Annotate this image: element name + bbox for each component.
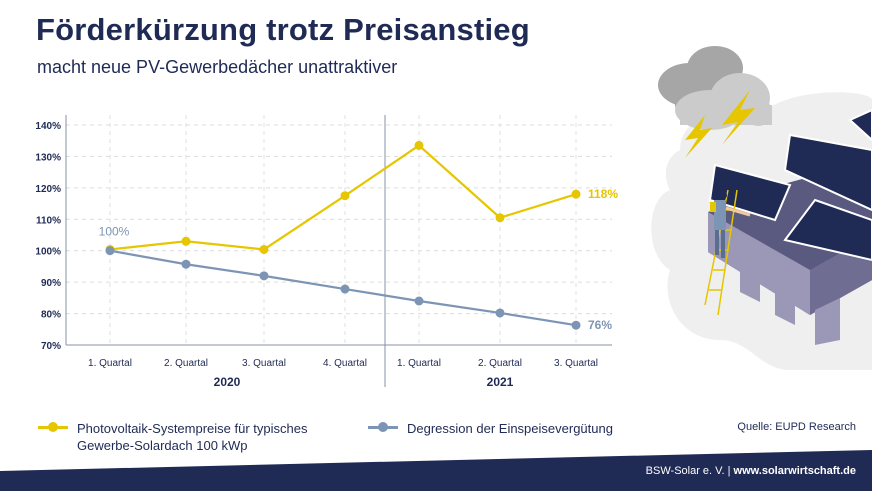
x-tick-label: 3. Quartal xyxy=(554,358,598,369)
data-point xyxy=(414,140,424,150)
data-point xyxy=(181,259,191,269)
legend-swatch-bluegray xyxy=(368,422,398,432)
data-point xyxy=(259,271,269,281)
x-tick-label: 3. Quartal xyxy=(242,358,286,369)
x-tick-label: 1. Quartal xyxy=(397,358,441,369)
start-value-label: 100% xyxy=(99,225,130,239)
x-tick-label: 1. Quartal xyxy=(88,358,132,369)
footer-org: BSW-Solar e. V. xyxy=(645,465,725,477)
x-tick-label: 4. Quartal xyxy=(323,358,367,369)
data-point xyxy=(259,244,269,254)
x-group-label-2020: 2020 xyxy=(214,375,241,389)
data-point xyxy=(495,213,505,223)
data-point xyxy=(414,296,424,306)
legend-label-line2: Gewerbe-Solardach 100 kWp xyxy=(77,438,248,453)
data-point xyxy=(495,308,505,318)
x-tick-label: 2. Quartal xyxy=(164,358,208,369)
footer-separator: | xyxy=(727,465,731,477)
lightning-icon xyxy=(685,90,755,158)
solar-roof-illustration xyxy=(651,46,872,370)
y-tick-label: 120% xyxy=(35,184,61,195)
data-point xyxy=(105,246,115,256)
solar-panels xyxy=(708,108,872,262)
y-tick-label: 70% xyxy=(41,341,61,352)
x-group-label-2021: 2021 xyxy=(487,375,514,389)
page-subtitle: macht neue PV-Gewerbedächer unattraktive… xyxy=(37,57,398,77)
data-point xyxy=(571,320,581,330)
end-value-label: 118% xyxy=(588,187,618,201)
data-point xyxy=(340,191,350,201)
y-tick-label: 80% xyxy=(41,310,61,321)
data-point xyxy=(571,189,581,199)
data-point xyxy=(181,236,191,246)
data-point xyxy=(340,284,350,294)
footer-url[interactable]: www.solarwirtschaft.de xyxy=(733,465,856,477)
source-note: Quelle: EUPD Research xyxy=(737,421,856,433)
page-title: Förderkürzung trotz Preisanstieg xyxy=(36,12,530,47)
legend-swatch-yellow xyxy=(38,422,68,432)
y-tick-label: 130% xyxy=(35,152,61,163)
legend-item-systempreise: Photovoltaik-Systempreise für typisches … xyxy=(38,420,307,454)
legend-label: Degression der Einspeisevergütung xyxy=(407,421,613,436)
y-tick-label: 110% xyxy=(36,215,61,226)
y-tick-label: 90% xyxy=(41,278,61,289)
footer-credit: BSW-Solar e. V. | www.solarwirtschaft.de xyxy=(646,465,856,477)
legend-item-degression: Degression der Einspeisevergütung xyxy=(368,420,613,437)
end-value-label: 76% xyxy=(588,318,612,332)
legend-label-line1: Photovoltaik-Systempreise für typisches xyxy=(77,421,308,436)
worker-figure xyxy=(710,190,751,258)
y-tick-label: 140% xyxy=(35,121,61,132)
x-tick-label: 2. Quartal xyxy=(478,358,522,369)
y-tick-label: 100% xyxy=(35,247,61,258)
